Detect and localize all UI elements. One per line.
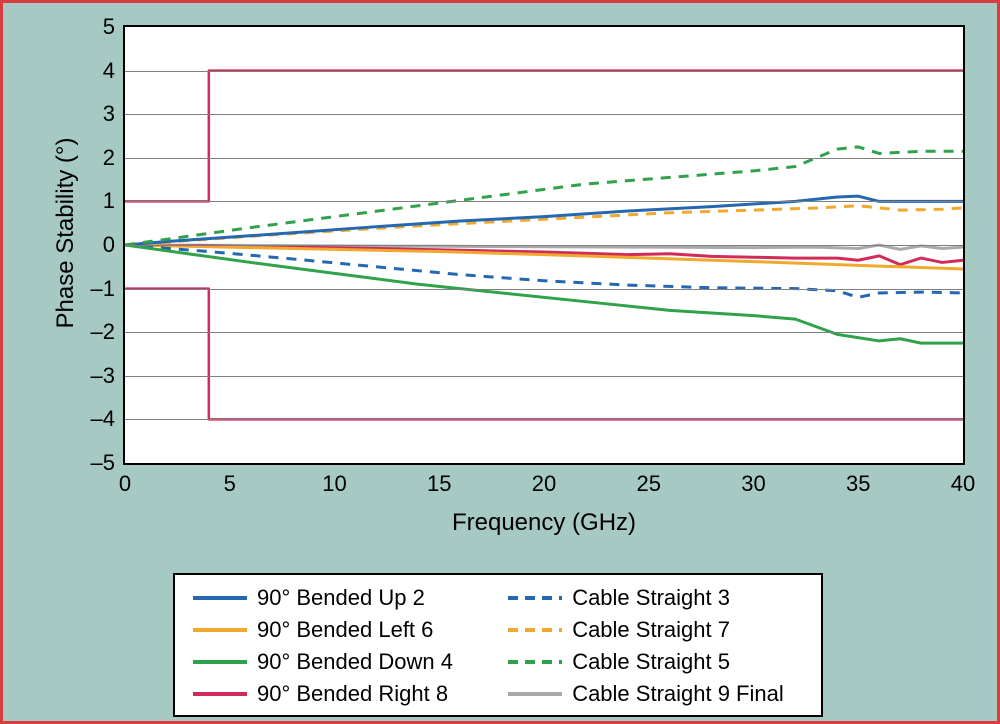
x-tick-label: 40: [951, 463, 975, 497]
gridline: [125, 114, 963, 115]
x-tick-label: 10: [322, 463, 346, 497]
x-axis-label: Frequency (GHz): [452, 509, 636, 537]
legend-swatch: [193, 652, 247, 672]
x-tick-label: 5: [224, 463, 236, 497]
y-axis-label: Phase Stability (°): [52, 137, 80, 328]
legend-box: 90° Bended Up 2 Cable Straight 3 90° Bende…: [173, 573, 823, 717]
figure-panel: –5–4–3–2–10123450510152025303540 Phase S…: [3, 3, 997, 721]
series-limit_lower: [125, 289, 963, 420]
legend-item: Cable Straight 9 Final: [508, 681, 803, 707]
legend-item: 90° Bended Right 8: [193, 681, 472, 707]
legend-label: Cable Straight 7: [572, 617, 730, 643]
legend-item: Cable Straight 7: [508, 617, 803, 643]
legend-label: 90° Bended Down 4: [257, 649, 453, 675]
legend-swatch: [508, 684, 562, 704]
legend-item: 90° Bended Up 2: [193, 585, 472, 611]
x-tick-label: 20: [532, 463, 556, 497]
x-tick-label: 15: [427, 463, 451, 497]
legend-swatch: [193, 588, 247, 608]
figure-outer: –5–4–3–2–10123450510152025303540 Phase S…: [0, 0, 1000, 724]
gridline: [125, 376, 963, 377]
y-tick-label: –1: [91, 276, 125, 302]
series-cable_straight_7: [125, 206, 963, 245]
x-tick-label: 30: [741, 463, 765, 497]
gridline: [125, 245, 963, 246]
y-tick-label: –3: [91, 363, 125, 389]
legend-swatch: [508, 620, 562, 640]
legend-swatch: [193, 620, 247, 640]
legend-label: 90° Bended Right 8: [257, 681, 448, 707]
y-tick-label: –4: [91, 406, 125, 432]
gridline: [125, 419, 963, 420]
legend-item: Cable Straight 3: [508, 585, 803, 611]
series-limit_upper: [125, 71, 963, 202]
gridline: [125, 71, 963, 72]
legend-label: 90° Bended Left 6: [257, 617, 433, 643]
legend-item: Cable Straight 5: [508, 649, 803, 675]
y-tick-label: 3: [103, 101, 125, 127]
legend-swatch: [193, 684, 247, 704]
gridline: [125, 289, 963, 290]
legend-swatch: [508, 652, 562, 672]
series-bended_down_4: [125, 245, 963, 343]
y-tick-label: 1: [103, 188, 125, 214]
legend-grid: 90° Bended Up 2 Cable Straight 3 90° Bende…: [193, 585, 803, 707]
legend-label: Cable Straight 9 Final: [572, 681, 784, 707]
x-tick-label: 0: [119, 463, 131, 497]
y-tick-label: 5: [103, 14, 125, 40]
gridline: [125, 201, 963, 202]
y-tick-label: –2: [91, 319, 125, 345]
gridline: [125, 332, 963, 333]
x-tick-label: 35: [846, 463, 870, 497]
y-tick-label: 4: [103, 58, 125, 84]
legend-label: Cable Straight 3: [572, 585, 730, 611]
gridline: [125, 158, 963, 159]
y-tick-label: 0: [103, 232, 125, 258]
legend-label: 90° Bended Up 2: [257, 585, 425, 611]
legend-label: Cable Straight 5: [572, 649, 730, 675]
x-tick-label: 25: [637, 463, 661, 497]
legend-item: 90° Bended Down 4: [193, 649, 472, 675]
plot-area: –5–4–3–2–10123450510152025303540: [123, 25, 965, 465]
y-tick-label: 2: [103, 145, 125, 171]
legend-item: 90° Bended Left 6: [193, 617, 472, 643]
legend-swatch: [508, 588, 562, 608]
